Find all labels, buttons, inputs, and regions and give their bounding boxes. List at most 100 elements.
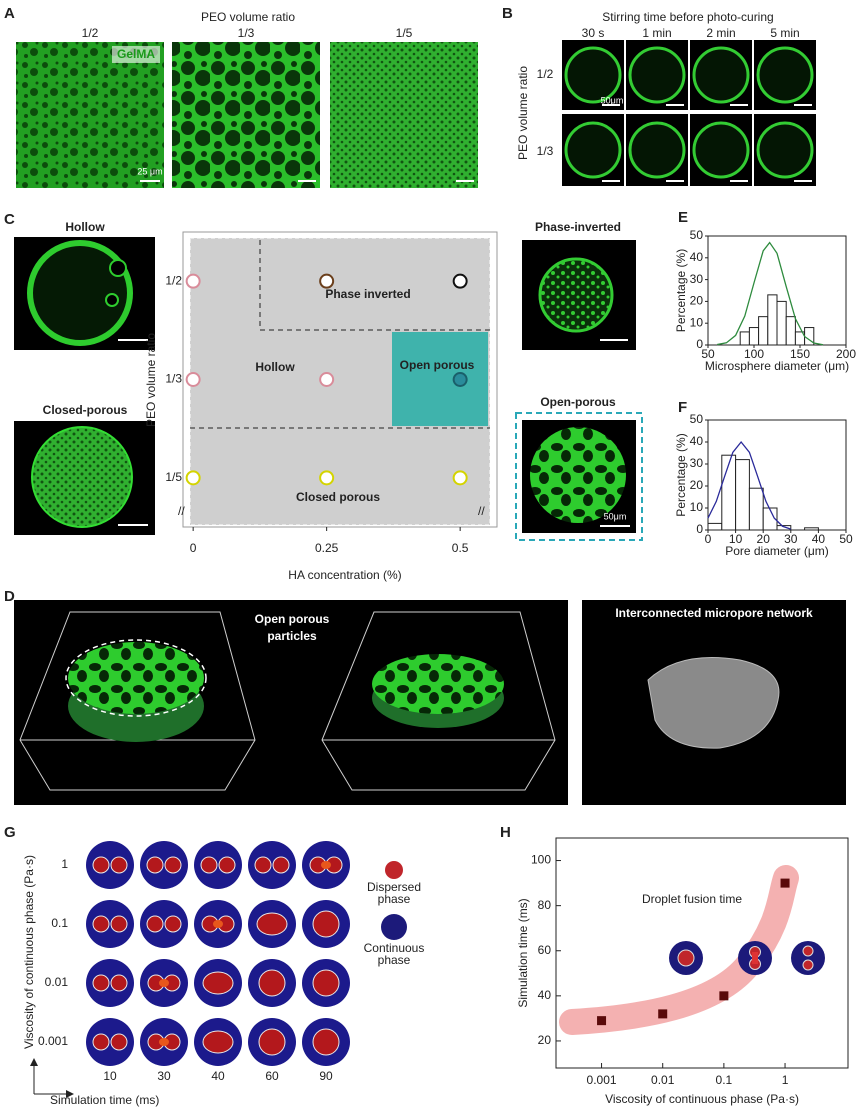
pore (109, 259, 127, 277)
microsphere (628, 121, 686, 179)
droplet-neck (321, 861, 331, 869)
column-label: 10 (103, 1069, 117, 1083)
row-label: 0.01 (45, 975, 69, 989)
x-tick-label: 0.1 (716, 1073, 733, 1087)
column-label: 1 min (642, 26, 671, 40)
data-point (452, 273, 468, 289)
column-label: 30 s (582, 26, 605, 40)
fit-curve (717, 241, 824, 346)
legend-label: Dispersed (367, 880, 421, 894)
column-label: 40 (211, 1069, 225, 1083)
fit-curve (707, 440, 792, 530)
particle (68, 642, 204, 714)
x-axis-label: Microsphere diameter (μm) (705, 359, 849, 373)
y-tick-label: 80 (538, 898, 552, 912)
y-tick-label: 100 (531, 853, 551, 867)
data-point (319, 273, 335, 289)
data-point (452, 372, 468, 387)
x-tick-label: 150 (790, 347, 810, 361)
microsphere (564, 121, 622, 179)
bar (748, 487, 764, 531)
y-tick-label: 30 (690, 456, 704, 470)
phase-boundary (190, 240, 490, 429)
droplet (272, 856, 290, 874)
droplet (92, 915, 110, 933)
arrow-heads (30, 1058, 74, 1098)
data-point (658, 1009, 668, 1019)
panel-title: Stirring time before photo-curing (602, 10, 773, 24)
y-tick-label: 20 (690, 294, 704, 308)
panel-label: C (4, 211, 15, 228)
continuous-phase (86, 900, 134, 948)
droplet (164, 856, 182, 874)
bar (758, 316, 769, 346)
legend-label: phase (378, 953, 411, 967)
continuous-phase (140, 900, 188, 948)
y-tick-label: 40 (538, 988, 552, 1002)
panel-label: A (4, 5, 15, 22)
particle (372, 654, 504, 714)
panel-label: D (4, 588, 15, 605)
row-label: 1/2 (537, 67, 554, 81)
droplet-neck (213, 920, 223, 928)
microsphere (756, 46, 814, 104)
data-point (597, 1016, 607, 1026)
row-label: 1/3 (537, 144, 554, 158)
x-tick-label: 20 (757, 532, 771, 546)
axis-break: // (178, 504, 185, 518)
y-tick-label: 1/3 (165, 372, 182, 386)
render-caption: particles (267, 629, 317, 643)
x-tick-label: 0.01 (651, 1073, 675, 1087)
row-axis-label: PEO volume ratio (516, 66, 530, 160)
column-label: 90 (319, 1069, 333, 1083)
panel-title: PEO volume ratio (201, 10, 295, 24)
legend-swatch (381, 914, 407, 940)
panel-label: H (500, 824, 511, 841)
droplet (200, 856, 218, 874)
microsphere (530, 427, 626, 523)
label-box (112, 46, 160, 63)
x-axis-label: Pore diameter (μm) (725, 544, 829, 558)
micrograph (172, 42, 320, 188)
bar (748, 327, 760, 346)
continuous-phase (86, 1018, 134, 1066)
continuous-phase (86, 841, 134, 889)
cut-outline (65, 639, 207, 717)
scale-bar-label: 25 μm (137, 166, 162, 176)
droplet (146, 856, 164, 874)
bar (735, 459, 750, 531)
x-axis-label: Viscosity of continuous phase (Pa·s) (605, 1092, 799, 1106)
droplet (110, 974, 128, 992)
column-label: 5 min (770, 26, 799, 40)
column-label: 1/5 (396, 26, 413, 40)
row-label: 1 (61, 857, 68, 871)
droplet (312, 910, 340, 938)
x-axis-label: HA concentration (%) (288, 568, 401, 582)
panel-label: G (4, 824, 16, 841)
y-tick-label: 30 (690, 272, 704, 286)
droplet (258, 1028, 286, 1056)
region-label: Closed porous (296, 490, 380, 504)
droplet (92, 1033, 110, 1051)
microsphere (628, 46, 686, 104)
y-tick-label: 60 (538, 943, 552, 957)
x-tick-label: 0 (190, 541, 197, 555)
data-point (780, 878, 790, 888)
y-tick-label: 10 (690, 500, 704, 514)
column-label: 60 (265, 1069, 279, 1083)
x-tick-label: 10 (729, 532, 743, 546)
continuous-phase (86, 959, 134, 1007)
bar (804, 527, 819, 531)
droplet (312, 1028, 340, 1056)
annotation: Droplet fusion time (642, 892, 742, 906)
panel-label: B (502, 5, 513, 22)
x-tick-label: 50 (701, 347, 715, 361)
axis-arrows (33, 1062, 70, 1095)
microsphere (692, 46, 750, 104)
droplet (92, 974, 110, 992)
microsphere (27, 240, 133, 346)
microsphere (692, 121, 750, 179)
image-title: Hollow (65, 220, 105, 234)
droplet (258, 969, 286, 997)
